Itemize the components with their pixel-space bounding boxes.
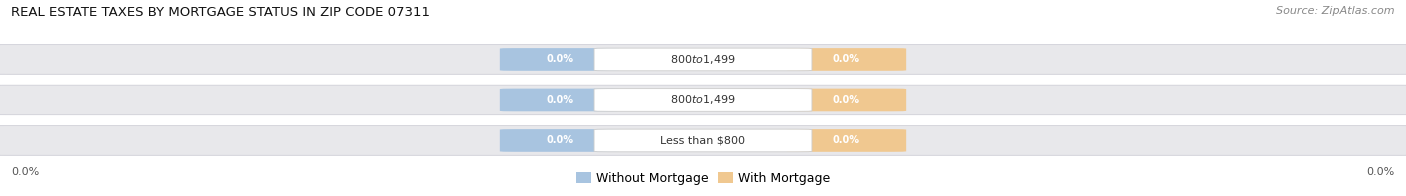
Text: 0.0%: 0.0% (1367, 167, 1395, 178)
FancyBboxPatch shape (0, 45, 1406, 74)
Text: 0.0%: 0.0% (832, 135, 860, 145)
FancyBboxPatch shape (787, 129, 905, 152)
FancyBboxPatch shape (0, 126, 1406, 155)
FancyBboxPatch shape (0, 126, 1406, 155)
FancyBboxPatch shape (0, 85, 1406, 114)
FancyBboxPatch shape (787, 89, 905, 111)
FancyBboxPatch shape (593, 48, 813, 71)
FancyBboxPatch shape (593, 129, 813, 152)
FancyBboxPatch shape (787, 48, 905, 71)
Text: 0.0%: 0.0% (832, 95, 860, 105)
FancyBboxPatch shape (501, 48, 619, 71)
FancyBboxPatch shape (0, 85, 1406, 115)
Text: Source: ZipAtlas.com: Source: ZipAtlas.com (1277, 6, 1395, 16)
Text: $800 to $1,499: $800 to $1,499 (671, 93, 735, 106)
Text: 0.0%: 0.0% (546, 95, 574, 105)
FancyBboxPatch shape (0, 45, 1406, 74)
Text: Less than $800: Less than $800 (661, 135, 745, 145)
Text: 0.0%: 0.0% (11, 167, 39, 178)
FancyBboxPatch shape (501, 129, 619, 152)
Text: REAL ESTATE TAXES BY MORTGAGE STATUS IN ZIP CODE 07311: REAL ESTATE TAXES BY MORTGAGE STATUS IN … (11, 6, 430, 19)
Legend: Without Mortgage, With Mortgage: Without Mortgage, With Mortgage (571, 167, 835, 190)
Text: 0.0%: 0.0% (546, 54, 574, 64)
Text: $800 to $1,499: $800 to $1,499 (671, 53, 735, 66)
Text: 0.0%: 0.0% (832, 54, 860, 64)
FancyBboxPatch shape (501, 89, 619, 111)
FancyBboxPatch shape (593, 89, 813, 111)
Text: 0.0%: 0.0% (546, 135, 574, 145)
